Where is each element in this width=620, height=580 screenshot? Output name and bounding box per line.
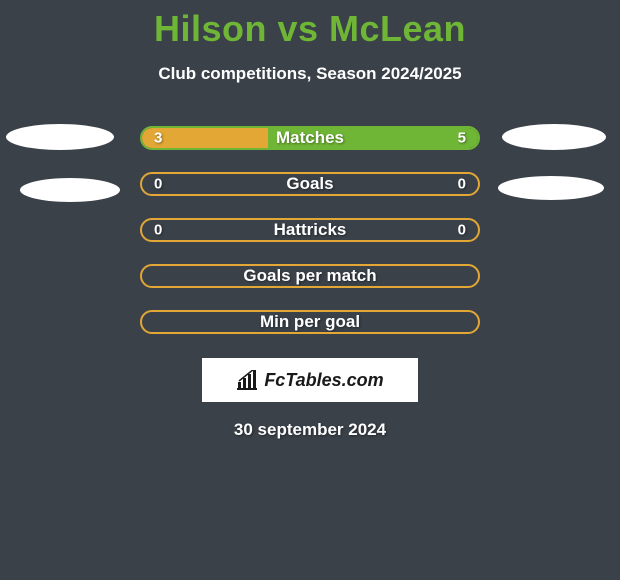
stat-bar: Matches 3 5 — [140, 126, 480, 150]
decorative-ellipse — [20, 178, 120, 202]
site-logo[interactable]: FcTables.com — [236, 370, 383, 391]
stat-value-left: 3 — [154, 130, 162, 147]
stat-value-right: 5 — [458, 130, 466, 147]
stat-bar: Hattricks 0 0 — [140, 218, 480, 242]
bar-chart-icon — [236, 370, 258, 390]
stat-bar: Goals 0 0 — [140, 172, 480, 196]
stats-column: Matches 3 5 Goals 0 0 Hattricks 0 0 Goals per mat… — [0, 126, 620, 334]
stat-value-right: 0 — [458, 176, 466, 193]
page-title: Hilson vs McLean — [0, 0, 620, 50]
stat-value-left: 0 — [154, 176, 162, 193]
stat-value-right: 0 — [458, 222, 466, 239]
stat-label: Goals — [286, 174, 333, 194]
decorative-ellipse — [502, 124, 606, 150]
decorative-ellipse — [6, 124, 114, 150]
footer-date: 30 september 2024 — [0, 420, 620, 440]
stat-label: Min per goal — [260, 312, 360, 332]
stat-label: Goals per match — [243, 266, 376, 286]
decorative-ellipse — [498, 176, 604, 200]
stat-label: Hattricks — [274, 220, 347, 240]
logo-box: FcTables.com — [202, 358, 418, 402]
page-subtitle: Club competitions, Season 2024/2025 — [0, 64, 620, 84]
logo-text: FcTables.com — [264, 370, 383, 391]
stat-value-left: 0 — [154, 222, 162, 239]
stat-bar: Min per goal — [140, 310, 480, 334]
stat-bar: Goals per match — [140, 264, 480, 288]
stat-label: Matches — [276, 128, 344, 148]
